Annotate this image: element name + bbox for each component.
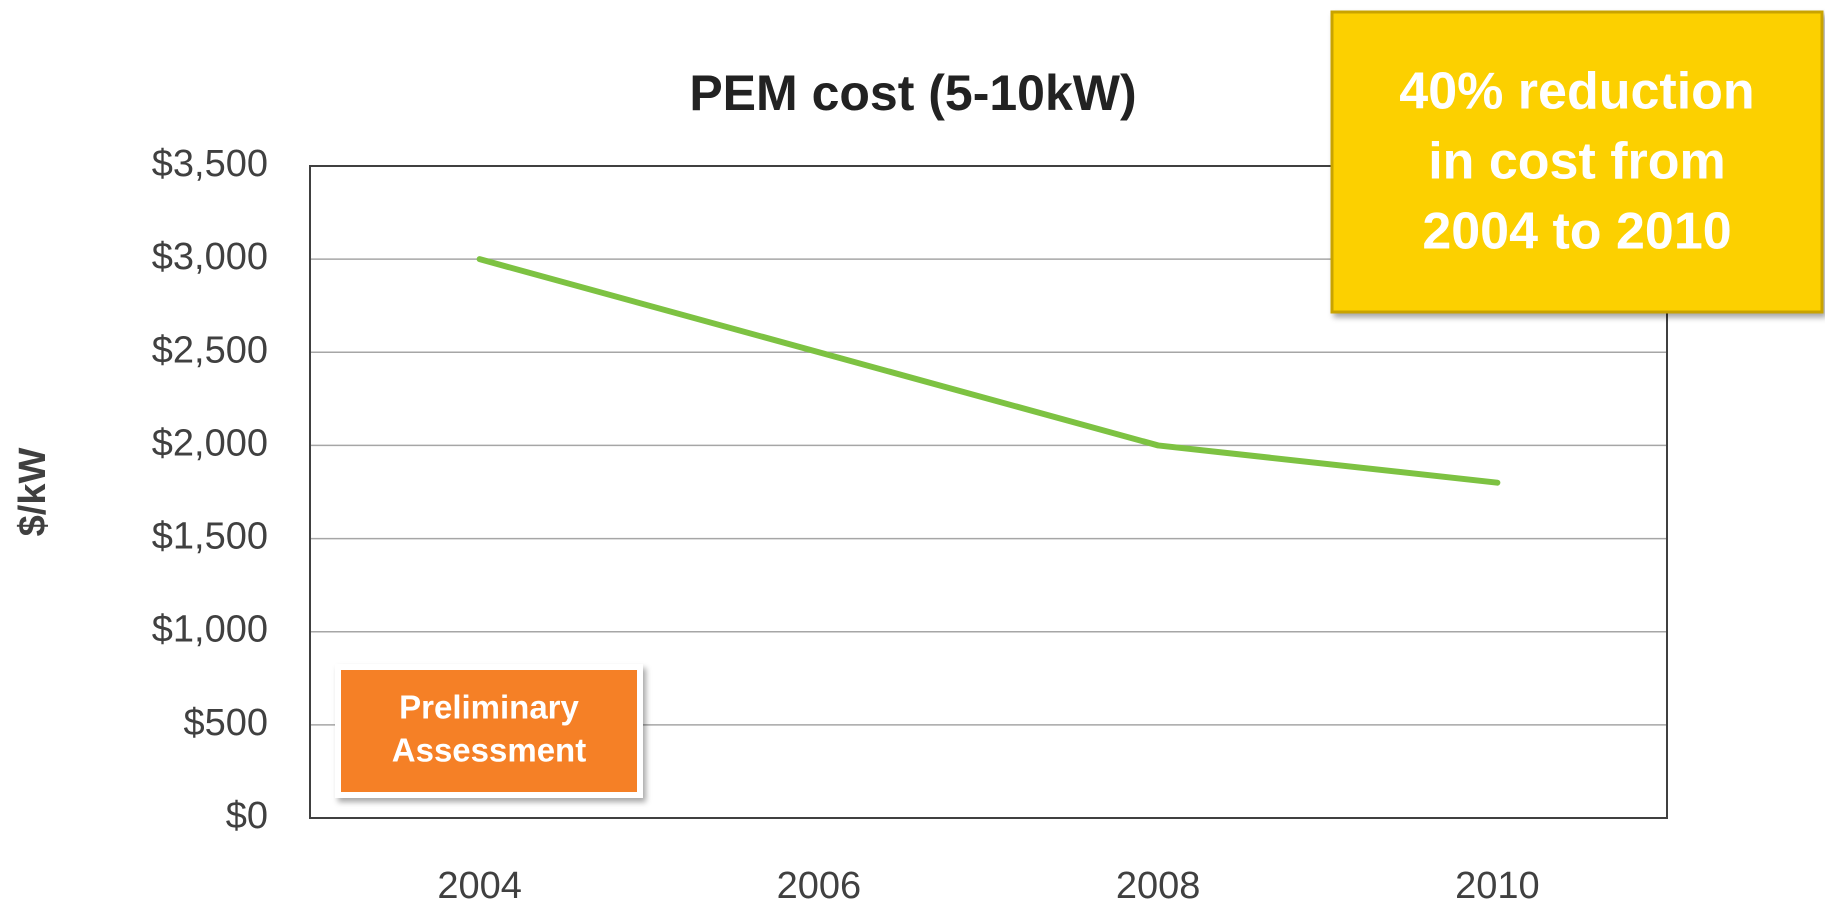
y-tick-label: $2,500 xyxy=(152,329,268,371)
chart-title: PEM cost (5-10kW) xyxy=(689,65,1136,121)
badge-text: Preliminary xyxy=(399,689,579,726)
y-tick-label: $0 xyxy=(226,795,268,837)
y-tick-label: $3,500 xyxy=(152,143,268,185)
x-tick-label: 2008 xyxy=(1116,865,1201,907)
y-tick-label: $2,000 xyxy=(152,422,268,464)
y-tick-label: $500 xyxy=(183,702,268,744)
x-tick-label: 2004 xyxy=(437,865,522,907)
y-axis-label: $/kW xyxy=(12,448,54,537)
y-tick-label: $3,000 xyxy=(152,236,268,278)
callout-text: 40% reduction xyxy=(1399,63,1754,121)
callout-text: 2004 to 2010 xyxy=(1422,203,1731,261)
callout-text: in cost from xyxy=(1428,133,1726,191)
plot-frame xyxy=(309,165,1668,819)
x-tick-label: 2006 xyxy=(777,865,862,907)
callout-box xyxy=(1330,10,1824,314)
y-tick-label: $1,000 xyxy=(152,609,268,651)
x-tick-label: 2010 xyxy=(1455,865,1540,907)
badge-box xyxy=(335,664,643,798)
y-tick-label: $1,500 xyxy=(152,516,268,558)
badge-text: Assessment xyxy=(392,732,586,769)
marks xyxy=(476,256,1501,486)
line-series xyxy=(476,256,1501,486)
